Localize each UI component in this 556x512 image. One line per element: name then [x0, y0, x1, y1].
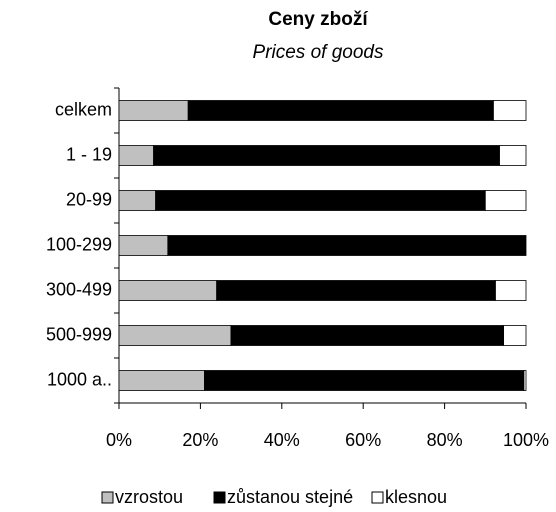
bar-segment [484, 190, 527, 211]
y-tick-label: 100-299 [46, 234, 112, 254]
x-tick-label: 0% [106, 430, 132, 450]
bar-segment [503, 325, 527, 346]
chart-subtitle: Prices of goods [253, 42, 384, 63]
bar-segment [118, 100, 189, 121]
bar-segment [216, 280, 496, 301]
bar-segment [167, 235, 527, 256]
bar-segment [187, 100, 494, 121]
bar-segment [153, 145, 500, 166]
y-tick-label: celkem [55, 99, 112, 119]
x-tick-label: 20% [182, 430, 218, 450]
y-tick-label: 1 - 19 [66, 144, 112, 164]
legend-swatch [371, 491, 384, 504]
legend-label: zůstanou stejné [227, 487, 353, 507]
legend-label: klesnou [385, 487, 447, 507]
bar-segment [523, 370, 527, 391]
x-tick-label: 60% [345, 430, 381, 450]
bar-segment [118, 145, 154, 166]
bar-segment [499, 145, 527, 166]
bar-segment [118, 370, 205, 391]
x-tick-label: 100% [503, 430, 549, 450]
y-tick-label: 1000 a.. [47, 369, 112, 389]
x-tick-label: 40% [264, 430, 300, 450]
bar-segment [155, 190, 486, 211]
legend-swatch [213, 491, 226, 504]
y-tick-label: 20-99 [66, 189, 112, 209]
y-tick-label: 500-999 [46, 324, 112, 344]
legend-label: vzrostou [115, 487, 183, 507]
y-tick-label: 300-499 [46, 279, 112, 299]
bar-segment [495, 280, 527, 301]
bar-segment [493, 100, 527, 121]
bar-segment [118, 190, 157, 211]
bar-segment [204, 370, 525, 391]
bar-segment [118, 280, 218, 301]
bar-segment [230, 325, 505, 346]
chart-title: Ceny zboží [268, 9, 368, 30]
bar-segment [118, 325, 232, 346]
legend-swatch [101, 491, 114, 504]
x-tick-label: 80% [427, 430, 463, 450]
bar-segment [118, 235, 169, 256]
